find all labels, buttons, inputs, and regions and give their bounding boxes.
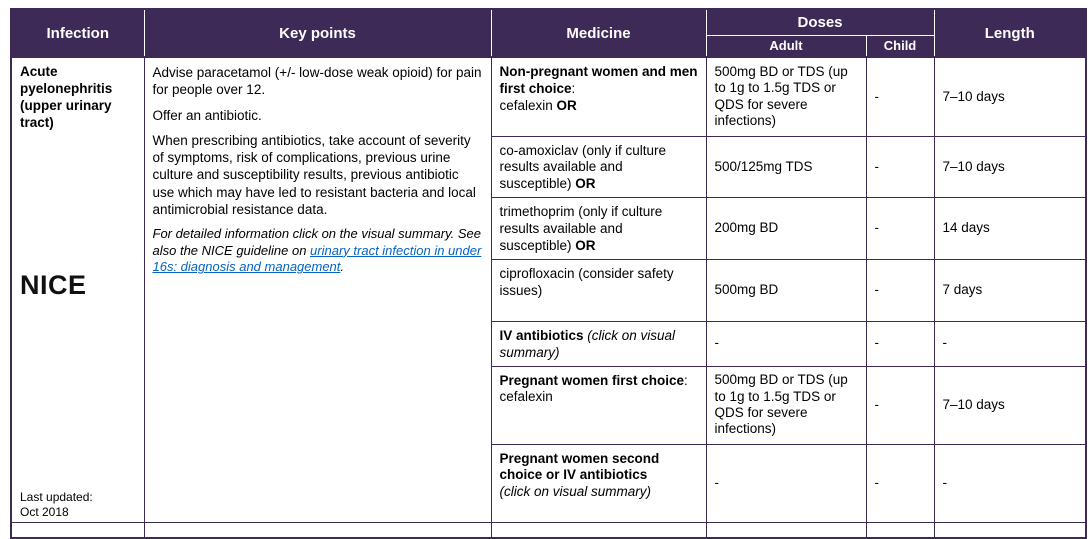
medicine-text: ciprofloxacin (consider safety issues)	[499, 265, 674, 298]
medicine-title: IV antibiotics	[499, 327, 588, 343]
adult-dose-cell: 500mg BD	[705, 258, 867, 322]
adult-dose-cell: 500mg BD or TDS (up to 1g to 1.5g TDS or…	[705, 56, 867, 137]
infection-cell: Acute pyelonephritis (upper urinary trac…	[10, 56, 145, 523]
medicine-text: trimethoprim (only if culture results av…	[499, 204, 663, 253]
key-point-paragraph: Offer an antibiotic.	[152, 107, 262, 123]
length-cell: 7–10 days	[933, 365, 1087, 445]
length-cell: 7 days	[933, 258, 1087, 322]
table-row: Pregnant women first choice: cefalexin 5…	[11, 365, 1087, 445]
medicine-or: OR	[556, 97, 577, 113]
length-cell: 7–10 days	[933, 56, 1087, 137]
child-dose-cell: -	[865, 320, 935, 367]
length-cell	[933, 521, 1087, 539]
medicine-cell: Non-pregnant women and men first choice:…	[490, 56, 707, 137]
key-point-note: For detailed information click on the vi…	[153, 226, 483, 276]
table-row: ciprofloxacin (consider safety issues) 5…	[11, 258, 1087, 322]
medicine-cell: trimethoprim (only if culture results av…	[490, 197, 707, 260]
table-row: Pregnant women second choice or IV antib…	[11, 443, 1087, 523]
medicine-note: (click on visual summary)	[499, 484, 652, 500]
note-text: For detailed information click on the vi…	[152, 226, 482, 258]
column-header-infection: Infection	[10, 8, 145, 58]
table-row: Acute pyelonephritis (upper urinary trac…	[10, 56, 1087, 523]
child-dose-cell: -	[865, 443, 935, 523]
column-header-doses: Doses	[705, 8, 935, 36]
medicine-cell: ciprofloxacin (consider safety issues)	[490, 258, 707, 322]
key-point-paragraph: Advise paracetamol (+/- low-dose weak op…	[152, 65, 482, 98]
child-dose-cell: -	[865, 365, 935, 445]
medicine-cell: co-amoxiclav (only if culture results av…	[490, 135, 707, 199]
medicine-or: OR	[575, 237, 596, 253]
column-header-adult: Adult	[705, 34, 867, 58]
medicine-cell: Pregnant women first choice: cefalexin	[490, 365, 707, 445]
nice-logo: NICE	[20, 270, 87, 300]
key-points-cell: Advise paracetamol (+/- low-dose weak op…	[143, 56, 492, 523]
infection-cell	[10, 521, 145, 539]
last-updated-label: Last updated:	[20, 489, 93, 504]
medicine-note: (click on visual summary)	[499, 327, 676, 360]
medicine-text: :	[571, 80, 576, 96]
table-row: trimethoprim (only if culture results av…	[11, 197, 1087, 260]
child-dose-cell: -	[865, 258, 935, 322]
length-cell: 14 days	[933, 197, 1087, 260]
length-cell: 7–10 days	[933, 135, 1087, 199]
table-row: co-amoxiclav (only if culture results av…	[11, 135, 1087, 199]
medicine-text: : cefalexin	[499, 372, 688, 405]
key-point-paragraph: When prescribing antibiotics, take accou…	[152, 132, 476, 217]
note-end: .	[340, 259, 345, 275]
table-row: IV antibiotics (click on visual summary)…	[11, 320, 1087, 367]
child-dose-cell: -	[865, 56, 935, 137]
medicine-title: Pregnant women first choice	[499, 372, 685, 388]
adult-dose-cell: 500mg BD or TDS (up to 1g to 1.5g TDS or…	[705, 365, 867, 445]
last-updated-value: Oct 2018	[20, 504, 69, 519]
last-updated: Last updated: Oct 2018	[20, 490, 93, 520]
medicine-or: OR	[575, 176, 596, 192]
medicine-title: Pregnant women second choice or IV antib…	[499, 450, 660, 483]
length-cell: -	[933, 443, 1087, 523]
adult-dose-cell: -	[705, 443, 867, 523]
adult-dose-cell	[705, 521, 867, 539]
column-header-medicine: Medicine	[490, 8, 707, 58]
medicine-cell: Pregnant women second choice or IV antib…	[490, 443, 707, 523]
antibiotic-guidance-table: Infection Key points Medicine Doses Leng…	[10, 8, 1087, 539]
guideline-link[interactable]: urinary tract infection in under 16s: di…	[152, 242, 482, 275]
medicine-text: co-amoxiclav (only if culture results av…	[499, 142, 667, 192]
medicine-text: cefalexin	[499, 97, 557, 113]
medicine-cell	[490, 521, 707, 539]
child-dose-cell: -	[865, 197, 935, 260]
next-section-partial-row	[10, 521, 1087, 539]
length-cell: -	[933, 320, 1087, 367]
child-dose-cell: -	[865, 135, 935, 199]
column-header-length: Length	[933, 8, 1087, 58]
adult-dose-cell: -	[705, 320, 867, 367]
medicine-title: Non-pregnant women and men first choice	[499, 64, 698, 96]
column-header-child: Child	[865, 34, 935, 58]
medicine-cell: IV antibiotics (click on visual summary)	[490, 320, 707, 367]
adult-dose-cell: 200mg BD	[705, 197, 867, 260]
child-dose-cell	[865, 521, 935, 539]
column-header-key-points: Key points	[143, 8, 492, 58]
key-points-cell	[143, 521, 492, 539]
infection-name: Acute pyelonephritis (upper urinary trac…	[20, 64, 113, 130]
adult-dose-cell: 500/125mg TDS	[705, 135, 867, 199]
